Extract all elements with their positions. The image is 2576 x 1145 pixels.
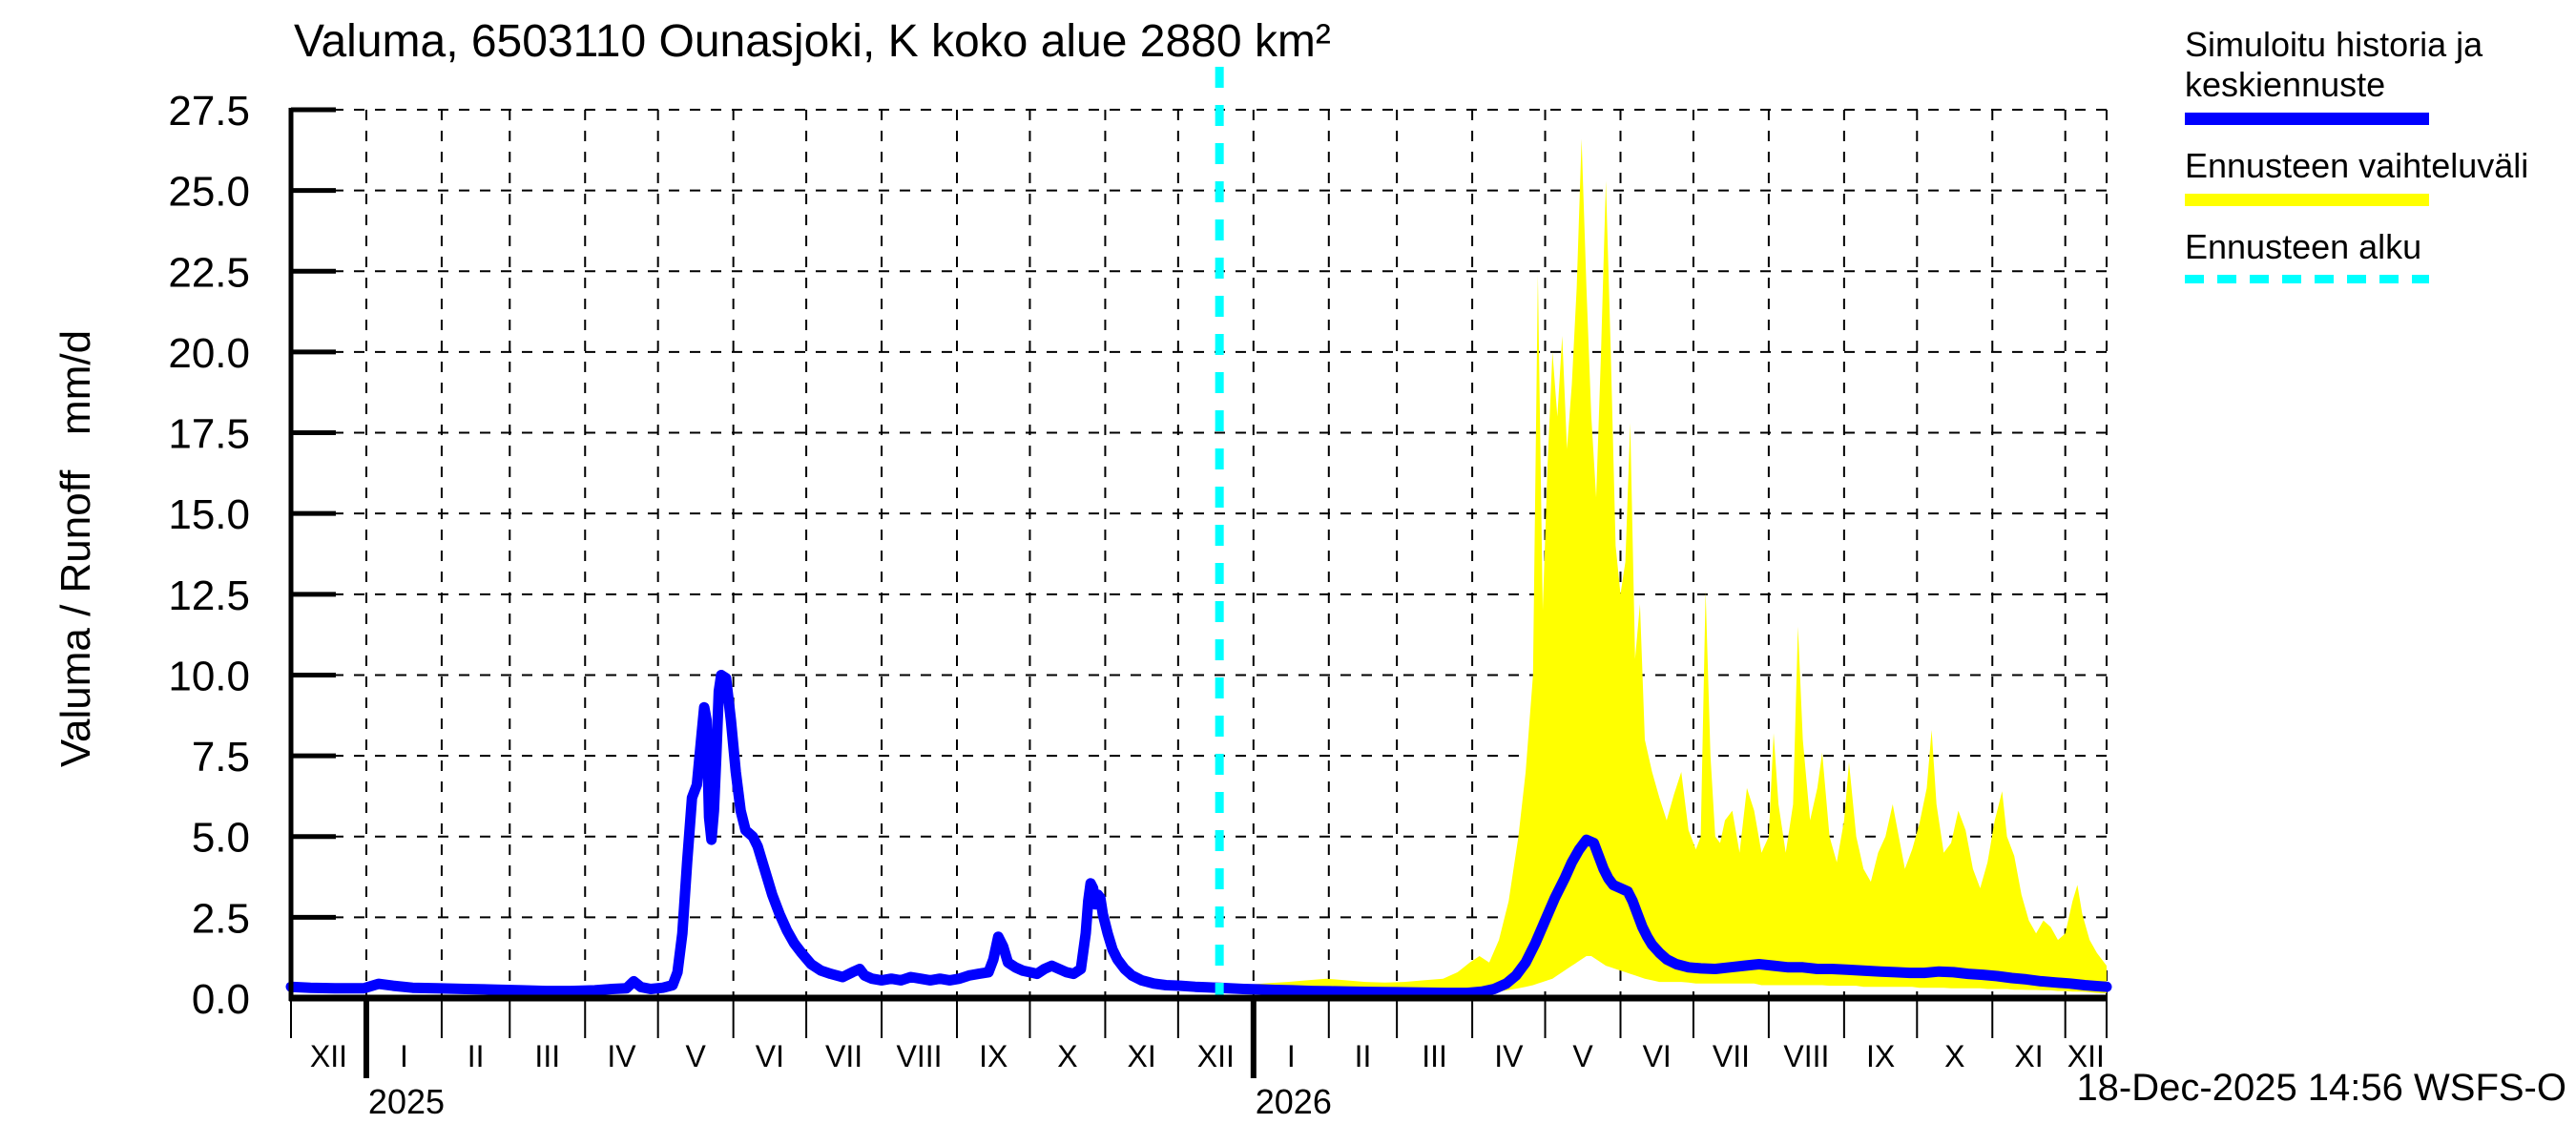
y-tick-label: 2.5 [192,895,250,942]
y-tick-label: 25.0 [168,169,250,216]
month-label: V [1572,1039,1593,1073]
month-label: I [1287,1039,1296,1073]
month-label: II [1355,1039,1372,1073]
forecast-range-swatch [2185,194,2429,206]
chart-title: Valuma, 6503110 Ounasjoki, K koko alue 2… [294,16,1331,67]
month-label: VI [1643,1039,1672,1073]
legend-label-history-mean: Simuloitu historia ja keskiennuste [2185,25,2483,104]
month-label: II [467,1039,485,1073]
y-tick-label: 22.5 [168,249,250,296]
y-tick-label: 0.0 [192,976,250,1023]
legend-entry-history-mean: Simuloitu historia ja keskiennuste [2185,25,2562,125]
month-label: III [534,1039,560,1073]
month-label: VIII [1783,1039,1829,1073]
month-label: IX [1866,1039,1895,1073]
y-tick-label: 20.0 [168,330,250,377]
month-label: VI [756,1039,784,1073]
month-label: IV [1494,1039,1524,1073]
y-axis-label: Valuma / Runoff mm/d [52,329,99,768]
month-label: V [685,1039,706,1073]
legend-label-range: Ennusteen vaihteluväli [2185,146,2529,185]
month-label: III [1422,1039,1447,1073]
year-label: 2026 [1256,1082,1332,1121]
legend-label-forecast-start: Ennusteen alku [2185,227,2422,266]
chart-legend: Simuloitu historia ja keskiennuste Ennus… [2185,25,2562,304]
history-mean-line [285,670,2112,999]
y-tick-label: 12.5 [168,572,250,619]
history-mean-swatch [2185,113,2429,125]
month-label: XII [1197,1039,1235,1073]
month-label: IX [979,1039,1008,1073]
forecast-range-band [1219,138,2107,994]
forecast-start-swatch [2185,275,2429,283]
month-label: XII [2067,1039,2105,1073]
month-label: XII [310,1039,347,1073]
month-label: X [1944,1039,1964,1073]
y-tick-label: 15.0 [168,491,250,538]
month-label: X [1057,1039,1077,1073]
month-label: VII [825,1039,862,1073]
y-tick-label: 5.0 [192,815,250,862]
timestamp: 18-Dec-2025 14:56 WSFS-O [2076,1067,2566,1109]
month-label: XI [2014,1039,2043,1073]
month-label: VII [1713,1039,1750,1073]
month-label: I [400,1039,408,1073]
year-label: 2025 [368,1082,445,1121]
y-tick-label: 27.5 [168,88,250,135]
month-label: VIII [897,1039,943,1073]
legend-entry-range: Ennusteen vaihteluväli [2185,146,2562,206]
y-tick-label: 10.0 [168,653,250,699]
month-label: IV [607,1039,636,1073]
month-label: XI [1128,1039,1156,1073]
y-tick-label: 17.5 [168,411,250,458]
legend-entry-forecast-start: Ennusteen alku [2185,227,2562,283]
y-tick-label: 7.5 [192,734,250,781]
